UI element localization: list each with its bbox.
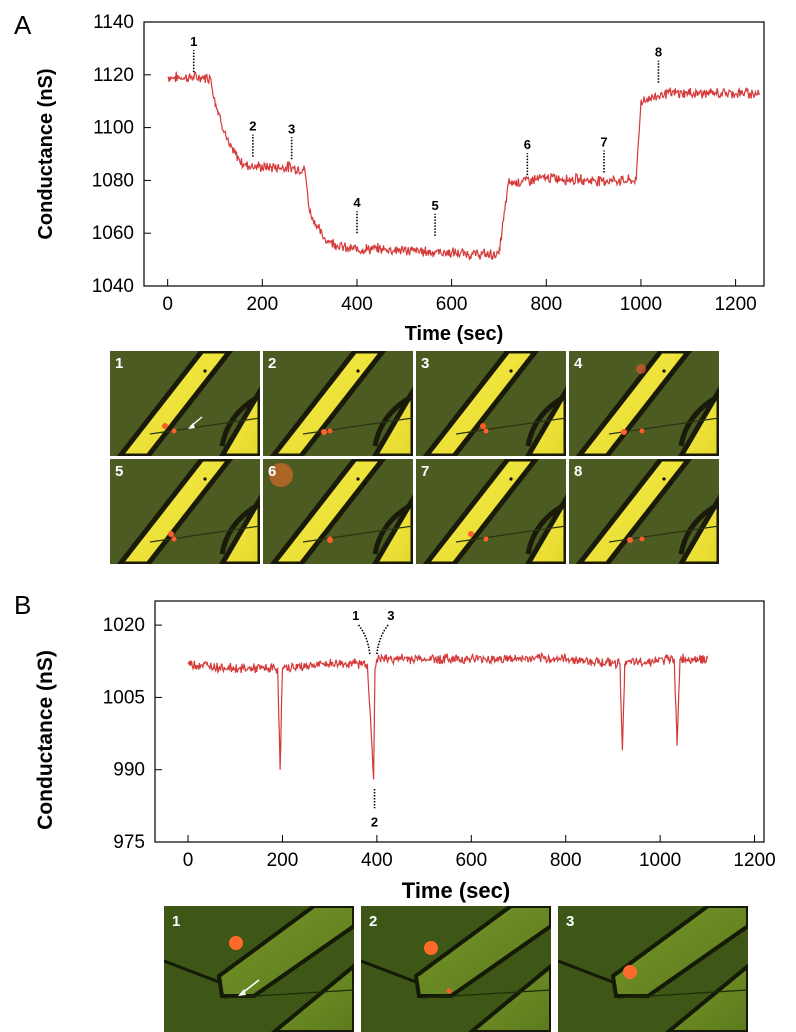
event-marker-3: 3 [376,608,395,655]
y-tick-label: 1100 [93,118,134,139]
thumbnail-label: 1 [115,355,123,372]
x-tick-label: 400 [361,850,393,871]
y-tick-label: 1080 [92,170,134,191]
marker-label: 1 [190,34,197,49]
marker-label: 2 [371,814,378,829]
marker-leader [376,623,390,655]
marker-label: 7 [600,134,607,149]
event-marker-3: 3 [288,121,295,160]
chart-a-frame [143,21,765,287]
thumbnail-8: 8 [569,459,719,564]
x-tick-label: 200 [246,294,278,315]
y-tick-label: 1120 [93,65,134,86]
panel-letter-b: B [14,590,31,620]
chart-b-y-axis-label: Conductance (nS) [34,650,57,830]
event-marker-7: 7 [600,134,608,173]
x-tick-label: 400 [341,294,373,315]
x-tick-label: 600 [455,850,487,871]
thumbnail-row-b: 1 2 3 [164,906,748,1032]
x-tick-label: 600 [436,294,468,315]
x-tick-label: 1000 [620,294,662,315]
thumbnail-label: 3 [421,355,429,372]
x-tick-label: 0 [183,850,194,871]
x-tick-label: 800 [530,294,562,315]
thumbnail-grid-a: 1 2 3 4 5 6 7 8 [108,349,720,564]
event-marker-2: 2 [249,119,256,157]
y-tick-label: 990 [113,760,145,781]
marker-label: 3 [387,608,394,623]
thumbnail-label: 2 [268,355,276,372]
chart-b-series-line [187,651,708,780]
thumbnail-label: 2 [369,913,377,930]
chart-a-y-axis: 1040 1060 1080 1100 1120 1140 [92,12,151,297]
thumbnail-5: 5 [110,459,260,564]
thumbnail-label: 5 [115,463,123,480]
chart-a-y-axis-label: Conductance (nS) [35,68,57,239]
y-tick-label: 1020 [103,615,145,636]
event-marker-1: 1 [352,608,371,655]
y-tick-label: 1005 [103,687,145,708]
thumbnail-b-1: 1 [164,906,354,1032]
chart-a-x-axis-label: Time (sec) [405,323,504,345]
y-tick-label: 975 [113,832,145,853]
marker-label: 1 [352,608,359,623]
y-tick-label: 1060 [92,223,134,244]
marker-label: 5 [431,198,438,213]
chart-b-y-axis: 975 990 1005 1020 [103,615,162,853]
chart-b: 975 990 1005 1020 0 200 400 600 800 1000 1200 1 2 3… [34,600,776,903]
event-marker-8: 8 [655,45,662,83]
thumbnail-label: 3 [566,913,574,930]
event-marker-6: 6 [524,137,531,176]
thumbnail-7: 7 [416,459,566,564]
chart-a-x-axis: 0 200 400 600 800 1000 1200 [162,279,757,315]
y-tick-label: 1140 [93,12,134,33]
thumbnail-label: 1 [172,913,180,930]
marker-label: 3 [288,121,295,136]
chart-a-markers: 1 2 3 4 5 6 7 8 [190,34,662,236]
thumbnail-1: 1 [110,351,260,456]
chart-b-x-axis: 0 200 400 600 800 1000 1200 [183,835,776,871]
marker-label: 6 [524,137,531,152]
thumbnail-label: 7 [421,463,429,480]
chart-b-markers: 1 2 3 [352,608,394,829]
x-tick-label: 1200 [733,850,775,871]
chart-a-series-line [167,71,760,262]
event-marker-1: 1 [190,34,197,73]
thumbnail-label: 6 [268,463,276,480]
thumbnail-b-2: 2 [361,906,551,1032]
thumbnail-6: 6 [263,459,413,564]
x-tick-label: 0 [162,294,173,315]
marker-label: 4 [353,195,361,210]
chart-b-frame [154,600,765,843]
thumbnail-3: 3 [416,351,566,456]
event-marker-5: 5 [431,198,439,236]
thumbnail-b-3: 3 [558,906,748,1032]
x-tick-label: 800 [550,850,582,871]
thumbnail-label: 4 [574,355,583,372]
marker-label: 2 [249,119,256,134]
x-tick-label: 1200 [714,294,756,315]
y-tick-label: 1040 [92,276,134,297]
thumbnail-label: 8 [574,463,582,480]
panel-letter-a: A [14,10,32,40]
thumbnail-2: 2 [263,351,413,456]
event-marker-4: 4 [353,195,361,234]
marker-label: 8 [655,45,662,60]
x-tick-label: 200 [267,850,299,871]
event-marker-2: 2 [371,788,378,829]
x-tick-label: 1000 [639,850,681,871]
chart-b-x-axis-label: Time (sec) [402,878,510,903]
marker-leader [357,623,371,655]
thumbnail-4: 4 [569,351,719,456]
